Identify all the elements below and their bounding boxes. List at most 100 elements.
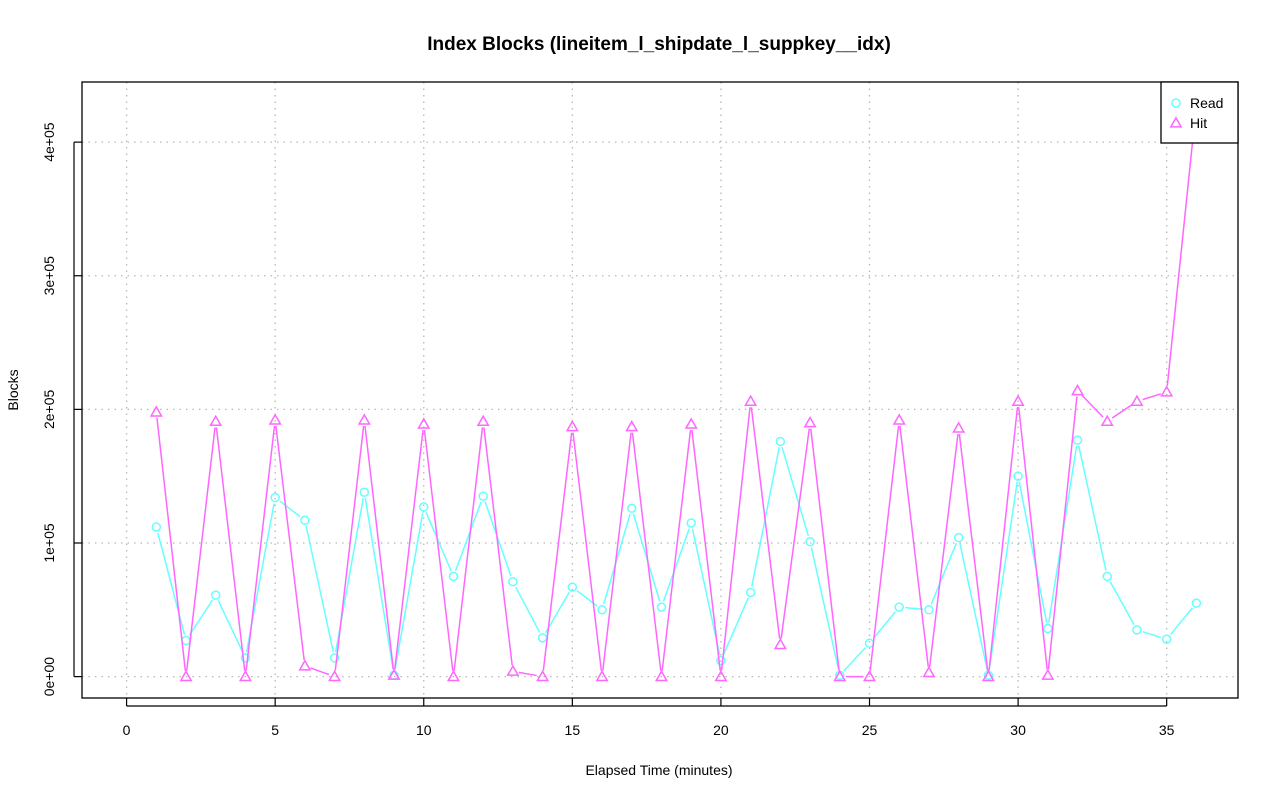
data-point [300, 515, 310, 526]
series-segment [603, 513, 631, 605]
x-axis-label: Elapsed Time (minutes) [585, 762, 732, 778]
series-layer [149, 98, 1203, 682]
series-segment [988, 482, 1018, 670]
data-point [268, 413, 282, 425]
data-point [418, 502, 429, 512]
series-segment [188, 599, 214, 636]
series-segment [279, 500, 301, 518]
data-point [565, 420, 579, 432]
legend-marker [1169, 116, 1183, 128]
series-segment [1081, 394, 1104, 418]
data-point [448, 571, 459, 582]
series-segment [185, 427, 216, 671]
data-point [567, 582, 578, 592]
x-tick-label: 30 [1010, 722, 1026, 738]
series-segment [364, 498, 394, 670]
series-segment [1142, 630, 1162, 639]
data-point [1072, 435, 1083, 445]
data-point [179, 669, 193, 682]
data-point [359, 487, 370, 497]
data-point [1043, 623, 1053, 634]
series-segment [958, 433, 989, 671]
data-point [508, 576, 518, 587]
data-point [803, 416, 817, 428]
chart-title: Index Blocks (lineitem_l_shipdate_l_supp… [427, 34, 891, 55]
data-point [656, 602, 667, 612]
data-point [446, 669, 460, 682]
series-segment [310, 667, 330, 676]
data-point [924, 605, 934, 615]
series-segment [750, 407, 781, 639]
y-tick-label: 4e+05 [41, 122, 57, 162]
data-point [181, 635, 191, 646]
data-point [714, 669, 728, 682]
data-point [654, 669, 668, 682]
series-segment [1018, 481, 1048, 623]
series-segment [905, 606, 924, 611]
series-segment [305, 525, 335, 653]
series-segment [453, 427, 484, 671]
series-segment [217, 600, 244, 653]
data-point [1041, 668, 1055, 680]
legend-item-read: Read [1171, 95, 1223, 111]
data-point [922, 665, 936, 678]
series-segment [454, 501, 482, 572]
data-point [1100, 414, 1114, 427]
data-point [387, 668, 401, 680]
series-segment [722, 597, 749, 656]
series-segment [928, 433, 959, 667]
data-point [627, 503, 637, 514]
data-point [478, 491, 488, 501]
y-tick-label: 2e+05 [41, 390, 57, 430]
series-segment [364, 425, 395, 670]
data-point [298, 659, 312, 671]
series-segment [1166, 110, 1197, 387]
y-tick-label: 1e+05 [41, 523, 57, 563]
data-point [328, 669, 342, 682]
data-point [270, 492, 280, 503]
series-segment [869, 425, 900, 671]
legend-box [1160, 81, 1239, 144]
series-segment [156, 417, 187, 671]
series-segment [781, 446, 810, 537]
data-point [981, 669, 995, 682]
series-segment [691, 429, 721, 671]
data-point [149, 405, 163, 417]
series-segment [780, 428, 811, 639]
data-point [238, 669, 252, 682]
series-segment [542, 432, 573, 671]
data-point [1013, 471, 1023, 481]
series-segment [1017, 407, 1048, 670]
data-point [1102, 571, 1112, 582]
data-point [329, 653, 340, 663]
legend-label: Read [1190, 95, 1223, 111]
y-axis: 0e+00 1e+05 2e+05 3e+05 4e+05 [41, 122, 82, 696]
data-point [684, 417, 698, 429]
series-segment [483, 427, 513, 666]
data-point [597, 605, 607, 615]
series-segment [334, 425, 365, 671]
legend-label: Hit [1190, 115, 1207, 131]
y-axis-label: Blocks [5, 369, 21, 410]
series-segment [631, 432, 662, 671]
series-segment [899, 425, 929, 667]
x-tick-label: 15 [565, 722, 581, 738]
series-segment [545, 591, 570, 634]
data-point [775, 436, 786, 447]
data-point [240, 653, 251, 663]
x-tick-label: 35 [1159, 722, 1175, 738]
data-point [417, 417, 431, 429]
series-segment [515, 586, 541, 633]
x-tick-label: 5 [271, 722, 279, 738]
x-tick-label: 25 [862, 722, 878, 738]
data-point [210, 590, 221, 600]
data-point [894, 602, 904, 612]
y-tick-label: 3e+05 [41, 256, 57, 296]
data-point [744, 394, 758, 407]
data-point [476, 414, 490, 427]
data-point [595, 669, 609, 682]
y-tick-label: 0e+00 [41, 657, 57, 697]
series-segment [872, 611, 896, 640]
x-tick-label: 0 [123, 722, 131, 738]
